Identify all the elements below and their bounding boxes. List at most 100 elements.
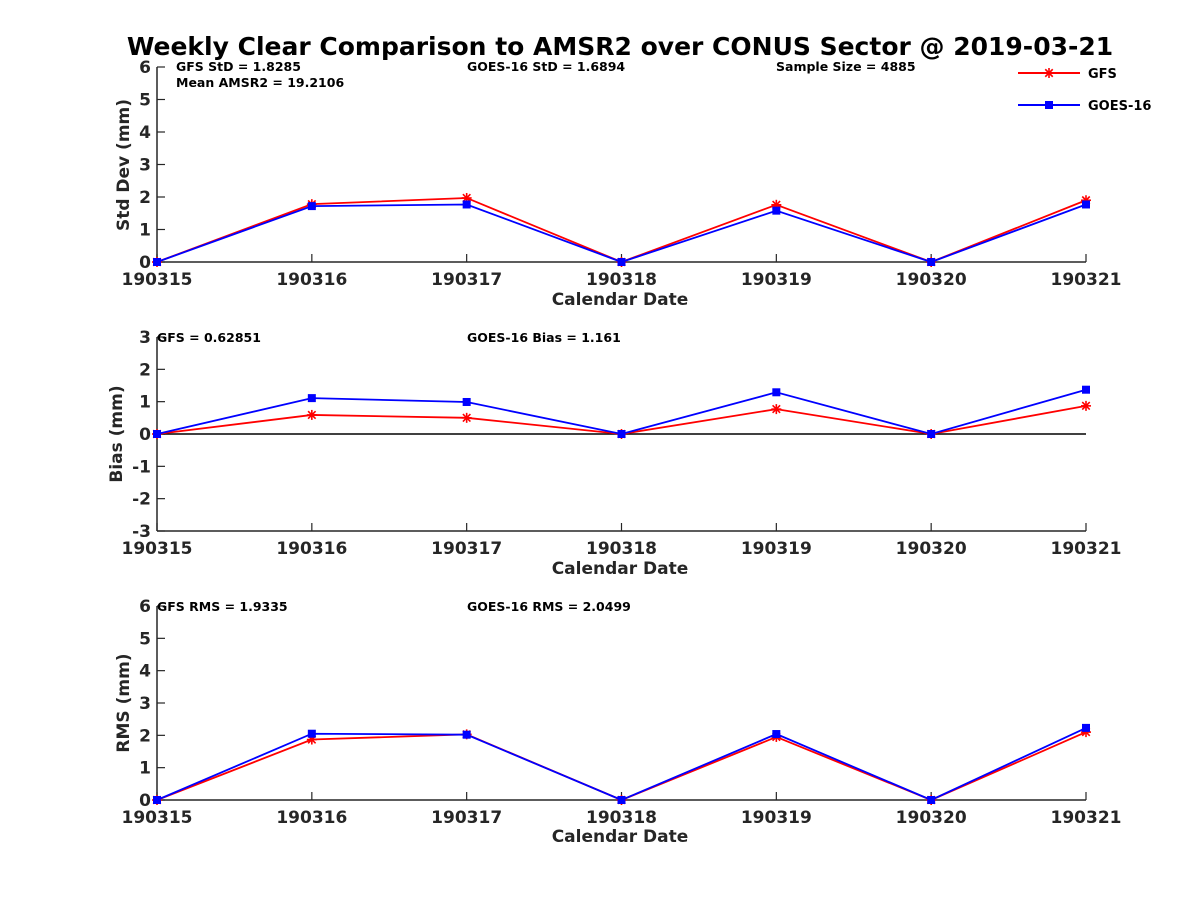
x-tick-label: 190319 [741, 808, 812, 828]
y-tick-label: -1 [132, 457, 151, 477]
legend-marker-gfs [1044, 68, 1054, 78]
gfs-bias-annotation: GFS = 0.62851 [157, 330, 261, 345]
y-tick-label: 3 [139, 156, 151, 176]
y-tick-label: 5 [139, 629, 151, 649]
data-point-goes-16 [772, 388, 781, 397]
x-tick-label: 190320 [896, 270, 967, 290]
x-tick-label: 190321 [1051, 270, 1122, 290]
y-axis-label: Bias (mm) [107, 385, 127, 482]
sample-size-annotation: Sample Size = 4885 [776, 59, 916, 74]
y-tick-label: 1 [139, 393, 151, 413]
legend-marker [1044, 68, 1054, 78]
data-point-goes-16 [772, 206, 781, 215]
legend-marker-goes16 [1045, 101, 1053, 109]
data-point-goes-16 [772, 730, 781, 739]
goes16-std-annotation: GOES-16 StD = 1.6894 [467, 59, 625, 74]
series-line-gfs [156, 197, 1087, 263]
x-tick-label: 190317 [431, 539, 502, 559]
x-tick-label: 190321 [1051, 808, 1122, 828]
rms-plot-area: 0 1 2 3 4 5 6 190315 190316 190317 190318 190319 190… [122, 597, 1122, 828]
y-tick-label: -2 [132, 490, 151, 510]
x-tick-label: 190320 [896, 808, 967, 828]
data-point-goes-16 [927, 430, 936, 438]
std-dev-plot-area: 0 1 2 3 4 5 6 190315 190316 190317 190318 190319 190… [122, 58, 1122, 290]
data-point-goes-16 [307, 202, 316, 211]
y-tick-label: 1 [139, 221, 151, 241]
x-tick-label: 190321 [1051, 539, 1122, 559]
data-point-goes-16 [1082, 200, 1090, 209]
y-tick-label: 2 [139, 726, 151, 746]
x-axis-label: Calendar Date [552, 290, 689, 310]
bias-panel: -3 -2 -1 0 1 2 3 190315 190316 190317 190318 190319… [107, 328, 1121, 579]
y-axis-label: RMS (mm) [114, 653, 134, 752]
x-tick-label: 190315 [122, 808, 193, 828]
y-tick-label: 3 [139, 694, 151, 714]
x-tick-label: 190317 [431, 808, 502, 828]
data-point-goes-16 [1082, 385, 1090, 394]
y-tick-label: 5 [139, 91, 151, 111]
bias-plot-area: -3 -2 -1 0 1 2 3 190315 190316 190317 190318 190319… [122, 328, 1122, 559]
data-point-goes-16 [1082, 723, 1090, 732]
x-tick-label: 190320 [896, 539, 967, 559]
goes16-rms-annotation: GOES-16 RMS = 2.0499 [467, 599, 631, 614]
legend-entry-goes16: GOES-16 [1018, 99, 1151, 114]
y-tick-label: 2 [139, 360, 151, 380]
goes16-bias-annotation: GOES-16 Bias = 1.161 [467, 330, 621, 345]
data-point-goes-16 [927, 796, 936, 804]
y-tick-label: 0 [139, 791, 151, 811]
data-point-goes-16 [153, 796, 161, 804]
legend-label-gfs: GFS [1088, 67, 1117, 82]
y-tick-label: -3 [132, 522, 151, 542]
x-tick-label: 190316 [276, 270, 347, 290]
x-tick-label: 190318 [586, 539, 657, 559]
data-point-gfs [1081, 400, 1091, 411]
legend-entry-gfs: GFS [1018, 67, 1117, 82]
legend-marker [1045, 101, 1053, 109]
data-point-goes-16 [927, 258, 936, 266]
series-line-goes-16 [156, 727, 1087, 801]
x-tick-label: 190315 [122, 270, 193, 290]
y-tick-label: 6 [139, 597, 151, 617]
data-point-goes-16 [462, 730, 471, 739]
series-line-gfs [156, 731, 1087, 801]
data-point-goes-16 [307, 729, 316, 738]
x-tick-label: 190317 [431, 270, 502, 290]
data-point-goes-16 [307, 394, 316, 403]
y-tick-label: 3 [139, 328, 151, 348]
x-tick-label: 190318 [586, 808, 657, 828]
y-tick-label: 6 [139, 58, 151, 78]
data-point-gfs [306, 409, 317, 420]
data-point-gfs [771, 404, 782, 415]
x-axis-label: Calendar Date [552, 827, 689, 847]
x-tick-label: 190318 [586, 270, 657, 290]
chart-title: Weekly Clear Comparison to AMSR2 over CO… [127, 32, 1113, 61]
y-tick-label: 0 [139, 425, 151, 445]
x-tick-label: 190316 [276, 808, 347, 828]
legend: GFS GOES-16 [1018, 67, 1151, 114]
legend-label-goes16: GOES-16 [1088, 99, 1151, 114]
series-line-goes-16 [156, 203, 1087, 263]
data-point-gfs [461, 412, 472, 423]
data-point-goes-16 [153, 430, 161, 438]
gfs-std-annotation: GFS StD = 1.8285 [176, 59, 301, 74]
y-tick-label: 4 [139, 662, 151, 682]
data-point-goes-16 [617, 258, 626, 266]
x-tick-label: 190316 [276, 539, 347, 559]
data-point-goes-16 [617, 430, 626, 438]
rms-panel: 0 1 2 3 4 5 6 190315 190316 190317 190318 190319 190… [114, 597, 1121, 847]
x-tick-label: 190319 [741, 539, 812, 559]
data-point-goes-16 [617, 796, 626, 804]
y-tick-label: 0 [139, 253, 151, 273]
y-tick-label: 2 [139, 188, 151, 208]
data-point-goes-16 [462, 397, 471, 406]
std-dev-panel: 0 1 2 3 4 5 6 190315 190316 190317 190318 190319 190… [114, 58, 1121, 310]
gfs-rms-annotation: GFS RMS = 1.9335 [157, 599, 288, 614]
x-axis-label: Calendar Date [552, 559, 689, 579]
y-tick-label: 4 [139, 123, 151, 143]
mean-amsr2-annotation: Mean AMSR2 = 19.2106 [176, 75, 344, 90]
data-point-goes-16 [153, 258, 161, 266]
x-tick-label: 190319 [741, 270, 812, 290]
y-axis-label: Std Dev (mm) [114, 99, 134, 231]
data-point-goes-16 [462, 200, 471, 209]
